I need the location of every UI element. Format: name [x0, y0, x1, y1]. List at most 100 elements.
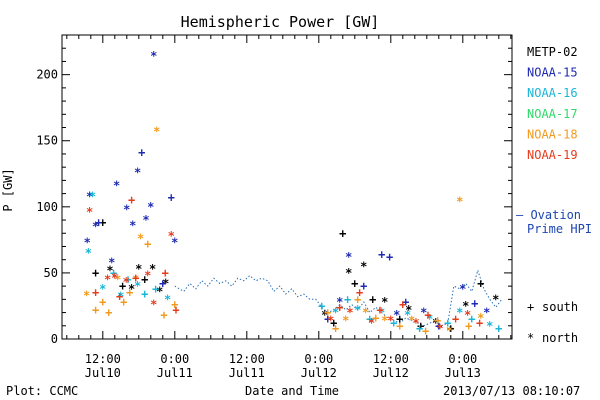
axes-box — [61, 34, 513, 340]
data-point: * — [149, 262, 156, 276]
legend-entry: NOAA-19 — [527, 148, 578, 162]
data-point: * — [432, 316, 439, 330]
x-tick-sublabel: Jul12 — [301, 366, 337, 380]
data-point: * — [405, 303, 412, 317]
data-point: + — [99, 295, 106, 309]
data-point: + — [366, 312, 373, 326]
data-point: * — [114, 273, 121, 287]
data-point: * — [459, 282, 466, 296]
x-tick-sublabel: Jul12 — [373, 366, 409, 380]
data-point: * — [86, 189, 93, 203]
data-point: + — [422, 324, 429, 338]
data-point: * — [84, 236, 91, 250]
data-point: * — [381, 295, 388, 309]
data-point: + — [92, 303, 99, 317]
legend-entry: NOAA-18 — [527, 127, 578, 141]
data-point: + — [396, 312, 403, 326]
ovation-label-line2: Prime HPI — [527, 222, 592, 236]
data-point: * — [393, 308, 400, 322]
data-point: * — [321, 308, 328, 322]
y-axis-label: P [GW] — [1, 168, 15, 211]
data-point: + — [144, 237, 151, 251]
data-point: * — [106, 263, 113, 277]
y-tick-label: 0 — [51, 332, 58, 346]
data-points: ++*+ **+****++*+*+ *+*+ * +*+****+*****+***+… — [83, 49, 502, 338]
data-point: * — [456, 195, 463, 209]
data-point: * — [83, 288, 90, 302]
data-point: + — [318, 299, 325, 313]
data-point: + — [495, 321, 502, 335]
data-point: * — [378, 306, 385, 320]
x-tick-label: 0:00 — [304, 352, 333, 366]
data-point: * — [99, 282, 106, 296]
data-point: * — [462, 299, 469, 313]
data-point: * — [387, 313, 394, 327]
data-point: + — [447, 321, 454, 335]
data-point: * — [477, 311, 484, 325]
legend: METP-02 NOAA-15 NOAA-16 NOAA-17 NOAA-18 NOAA-… — [527, 45, 578, 162]
data-point: * — [147, 200, 154, 214]
x-tick-sublabel: Jul11 — [157, 366, 193, 380]
data-point: * — [104, 273, 111, 287]
data-point: + — [324, 306, 331, 320]
data-point: * — [332, 306, 339, 320]
data-point: * — [483, 306, 490, 320]
data-point: * — [144, 269, 151, 283]
data-point: * — [137, 232, 144, 246]
data-point: * — [85, 246, 92, 260]
legend-entry: METP-02 — [527, 45, 578, 59]
y-tick-label: 100 — [36, 200, 58, 214]
data-point: + — [162, 266, 169, 280]
data-point: + — [360, 279, 367, 293]
chart-title: Hemispheric Power [GW] — [181, 13, 380, 31]
x-tick-label: 0:00 — [448, 352, 477, 366]
data-point: * — [164, 292, 171, 306]
ovation-series — [174, 268, 503, 327]
data-point: * — [162, 276, 169, 290]
legend-entry: NOAA-16 — [527, 86, 578, 100]
marker-legend-label: south — [542, 300, 578, 314]
data-point: * — [150, 298, 157, 312]
marker-legend-symbol: + — [527, 300, 534, 314]
data-point: * — [132, 273, 139, 287]
data-point: + — [110, 266, 117, 280]
data-point: + — [324, 312, 331, 326]
data-point: * — [123, 275, 130, 289]
data-point: + — [330, 316, 337, 330]
ovation-line — [174, 268, 503, 327]
data-point: + — [120, 295, 127, 309]
data-point: * — [408, 313, 415, 327]
data-point: * — [492, 292, 499, 306]
data-point: + — [386, 250, 393, 264]
data-point: * — [134, 165, 141, 179]
data-point: * — [327, 313, 334, 327]
data-point: * — [117, 290, 124, 304]
footer-timestamp: 2013/07/13 08:10:07 — [443, 384, 580, 398]
data-point: * — [129, 218, 136, 232]
x-tick-label: 0:00 — [160, 352, 189, 366]
data-point: * — [346, 306, 353, 320]
data-point: * — [412, 316, 419, 330]
x-axis: 12:00Jul100:00Jul1112:00Jul110:00Jul1212… — [66, 35, 512, 380]
data-point: + — [128, 193, 135, 207]
x-tick-label: 12:00 — [85, 352, 121, 366]
data-point: + — [141, 273, 148, 287]
data-point: + — [132, 271, 139, 285]
x-tick-sublabel: Jul11 — [229, 366, 265, 380]
data-point: * — [345, 266, 352, 280]
data-point: + — [376, 303, 383, 317]
data-point: + — [92, 266, 99, 280]
data-point: * — [368, 316, 375, 330]
data-point: + — [354, 292, 361, 306]
y-axis: 0 50 100 150 200 — [36, 47, 512, 346]
data-point: + — [126, 286, 133, 300]
data-point: * — [420, 306, 427, 320]
data-point: + — [452, 312, 459, 326]
data-point: * — [345, 250, 352, 264]
data-point: + — [138, 146, 145, 160]
data-point: * — [86, 205, 93, 219]
data-point: + — [99, 216, 106, 230]
data-point: * — [156, 284, 163, 298]
data-point: * — [362, 306, 369, 320]
data-point: + — [444, 316, 451, 330]
